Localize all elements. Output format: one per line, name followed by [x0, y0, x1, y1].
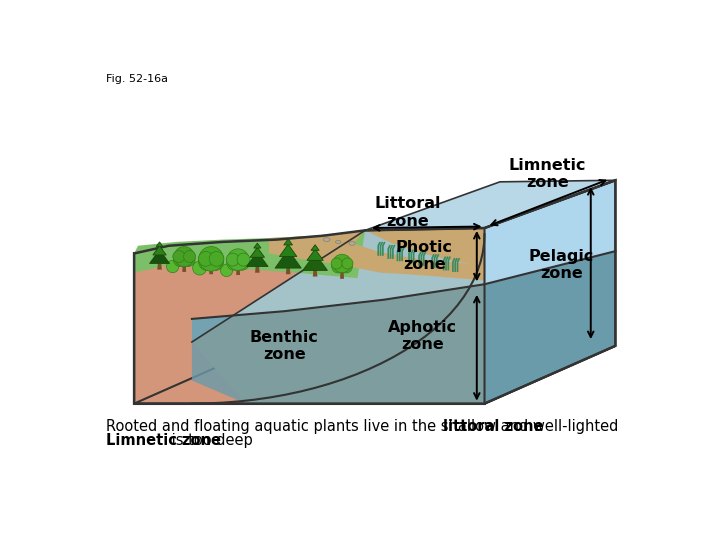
Text: Littoral
zone: Littoral zone: [374, 197, 441, 229]
Circle shape: [339, 260, 352, 273]
Ellipse shape: [349, 241, 355, 245]
Text: Aphotic
zone: Aphotic zone: [388, 320, 457, 352]
Polygon shape: [236, 266, 240, 275]
Text: is too deep: is too deep: [166, 433, 253, 448]
Circle shape: [237, 253, 250, 266]
Polygon shape: [303, 253, 328, 271]
Circle shape: [235, 255, 250, 270]
Polygon shape: [192, 231, 485, 403]
Polygon shape: [340, 269, 344, 279]
Text: Fig. 52-16a: Fig. 52-16a: [106, 74, 168, 84]
Polygon shape: [250, 247, 264, 257]
Polygon shape: [246, 252, 268, 267]
Circle shape: [342, 258, 353, 269]
Polygon shape: [134, 231, 365, 278]
Polygon shape: [307, 249, 323, 260]
Text: Benthic
zone: Benthic zone: [250, 329, 319, 362]
Circle shape: [193, 261, 207, 275]
Polygon shape: [253, 243, 261, 248]
Circle shape: [181, 253, 195, 267]
Circle shape: [209, 252, 224, 266]
Circle shape: [228, 249, 249, 271]
Polygon shape: [365, 180, 616, 231]
Circle shape: [199, 253, 216, 271]
Circle shape: [226, 253, 239, 266]
Circle shape: [332, 260, 345, 273]
Polygon shape: [153, 246, 166, 255]
Polygon shape: [210, 265, 213, 274]
Polygon shape: [284, 239, 292, 245]
Polygon shape: [269, 231, 485, 280]
Polygon shape: [315, 228, 485, 267]
Circle shape: [199, 247, 223, 271]
Text: Pelagic
zone: Pelagic zone: [528, 249, 594, 281]
Ellipse shape: [323, 238, 330, 241]
Ellipse shape: [336, 240, 341, 244]
Circle shape: [331, 258, 342, 269]
Text: Photic
zone: Photic zone: [396, 240, 453, 272]
Polygon shape: [150, 249, 170, 264]
Polygon shape: [279, 244, 297, 256]
Text: Rooted and floating aquatic plants live in the shallow and well-lighted: Rooted and floating aquatic plants live …: [106, 419, 623, 434]
Polygon shape: [134, 253, 485, 403]
Circle shape: [184, 251, 196, 262]
Polygon shape: [157, 262, 162, 269]
Polygon shape: [485, 180, 616, 284]
Circle shape: [174, 253, 187, 267]
Text: littoral zone: littoral zone: [444, 419, 544, 434]
Polygon shape: [255, 265, 260, 273]
Polygon shape: [275, 249, 301, 268]
Polygon shape: [192, 228, 485, 342]
Polygon shape: [246, 228, 485, 403]
Text: Limnetic zone: Limnetic zone: [106, 433, 220, 448]
Text: Limnetic
zone: Limnetic zone: [509, 158, 586, 190]
Polygon shape: [312, 269, 318, 276]
Circle shape: [174, 247, 194, 267]
Polygon shape: [156, 242, 163, 247]
Circle shape: [173, 251, 185, 262]
Polygon shape: [134, 346, 616, 403]
Circle shape: [333, 254, 351, 273]
Circle shape: [199, 252, 213, 266]
Circle shape: [220, 264, 233, 276]
Circle shape: [166, 260, 179, 273]
Polygon shape: [485, 251, 616, 403]
Circle shape: [227, 255, 242, 270]
Polygon shape: [311, 245, 319, 251]
Polygon shape: [192, 284, 485, 403]
Circle shape: [207, 253, 224, 271]
Polygon shape: [286, 267, 290, 274]
Polygon shape: [182, 262, 186, 272]
